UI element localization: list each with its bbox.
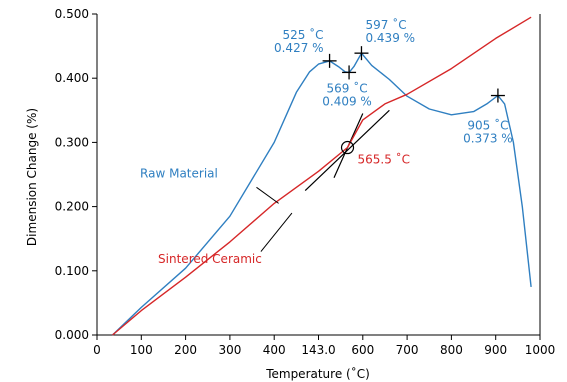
y-tick-label: 0.300: [55, 135, 89, 149]
sintered-ceramic-line: [112, 16, 532, 336]
x-axis-label: Temperature (˚C): [265, 366, 370, 381]
onset-marker: 565.5 ˚C: [340, 140, 411, 167]
x-tick-label: 700: [396, 343, 419, 357]
x-tick-label: 800: [440, 343, 463, 357]
curve-label-pointer: [256, 186, 279, 204]
peak-markers: 525 ˚C0.427 % 569 ˚C0.409 % 597 ˚C0.439 % 9…: [274, 17, 513, 145]
y-axis-ticks: 0.000 0.100 0.200 0.300 0.400 0.500: [55, 7, 97, 342]
x-tick-label: 143.0: [301, 343, 335, 357]
y-tick-label: 0.000: [55, 328, 89, 342]
y-tick-label: 0.100: [55, 264, 89, 278]
x-tick-label: 300: [218, 343, 241, 357]
x-tick-label: 400: [263, 343, 286, 357]
tangent-lines: [304, 109, 390, 191]
raw-material-line: [112, 52, 532, 336]
marker-label-temp: 905 ˚C: [467, 118, 508, 133]
x-tick-label: 1000: [525, 343, 556, 357]
curve-label-pointer: [260, 212, 293, 252]
x-tick-label: 600: [351, 343, 374, 357]
marker-label-temp: 569 ˚C: [327, 80, 368, 95]
x-axis-ticks: 0 100 200 300 400 143.0 600 700 800 900 1000: [93, 335, 555, 357]
x-tick-label: 900: [484, 343, 507, 357]
marker-label-temp: 525 ˚C: [282, 27, 323, 42]
data-series: [112, 16, 532, 336]
onset-label: 565.5 ˚C: [358, 152, 411, 167]
marker-label-value: 0.373 %: [463, 132, 513, 146]
x-tick-label: 100: [130, 343, 153, 357]
x-tick-label: 0: [93, 343, 101, 357]
curve-label: Sintered Ceramic: [158, 252, 262, 266]
y-tick-label: 0.500: [55, 7, 89, 21]
x-tick-label: 200: [174, 343, 197, 357]
marker-label-temp: 597 ˚C: [365, 17, 406, 32]
marker-label-value: 0.409 %: [322, 94, 372, 108]
tangent-line: [304, 109, 390, 191]
y-tick-label: 0.200: [55, 200, 89, 214]
y-tick-label: 0.400: [55, 71, 89, 85]
y-axis-label: Dimension Change (%): [25, 108, 39, 246]
curve-labels: Raw Material Sintered Ceramic: [140, 167, 293, 266]
curve-label: Raw Material: [140, 167, 218, 181]
marker-label-value: 0.427 %: [274, 41, 324, 55]
onset-circle: [340, 140, 355, 155]
marker-label-value: 0.439 %: [365, 31, 415, 45]
